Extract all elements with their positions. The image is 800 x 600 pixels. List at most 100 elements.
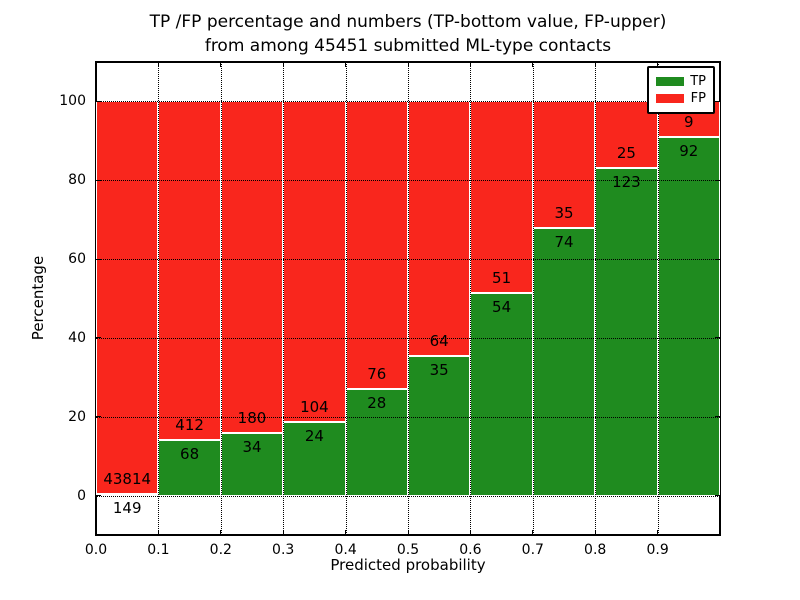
- bar-fp-segment: [283, 101, 346, 422]
- x-tick-label: 0.7: [521, 542, 544, 558]
- bar-label-tp: 34: [242, 437, 262, 456]
- bar-fp-segment: [345, 101, 408, 390]
- bar-fp-segment: [470, 101, 533, 293]
- bar-fp-segment: [158, 101, 221, 440]
- x-tick-top: [282, 62, 284, 67]
- x-tick-top: [407, 62, 409, 67]
- y-tick-right: [715, 337, 720, 339]
- gridline-vertical: [595, 62, 597, 535]
- x-tick-bottom: [157, 530, 159, 535]
- fp-legend-swatch: [656, 94, 684, 103]
- bar-label-tp: 92: [679, 141, 699, 160]
- y-tick-label: 20: [68, 408, 86, 425]
- bar-label-fp: 25: [616, 143, 636, 162]
- tp-legend-swatch: [656, 77, 684, 86]
- gridline-vertical: [532, 62, 534, 535]
- gridline-vertical: [470, 62, 472, 535]
- gridline-vertical: [657, 62, 659, 535]
- gridline-vertical: [345, 62, 347, 535]
- bar-label-tp: 24: [304, 426, 324, 445]
- x-tick-label: 0.9: [646, 542, 669, 558]
- bar-label-fp: 64: [429, 332, 449, 351]
- y-tick-right: [715, 179, 720, 181]
- x-tick-bottom: [657, 530, 659, 535]
- x-tick-top: [532, 62, 534, 67]
- x-tick-label: 0.6: [459, 542, 482, 558]
- gridline-vertical: [220, 62, 222, 535]
- x-tick-label: 0.3: [272, 542, 295, 558]
- tp-legend-label: TP: [690, 74, 706, 89]
- x-axis-label: Predicted probability: [330, 556, 486, 574]
- bar-label-fp: 51: [492, 268, 512, 287]
- bar-tp-segment: [595, 167, 658, 496]
- bar-label-tp: 28: [367, 394, 387, 413]
- x-tick-top: [220, 62, 222, 67]
- bar-tp-segment: [158, 439, 221, 496]
- bar-label-fp: 412: [175, 415, 204, 434]
- x-tick-bottom: [407, 530, 409, 535]
- gridline-vertical: [408, 62, 409, 535]
- x-tick-label: 0.0: [84, 542, 108, 558]
- bar-tp-segment: [532, 227, 596, 496]
- y-axis-label: Percentage: [29, 255, 47, 341]
- bar-fp-segment: [408, 101, 471, 357]
- x-tick-bottom: [282, 530, 284, 535]
- y-tick-label: 40: [68, 329, 86, 346]
- bar-tp-segment: [470, 292, 533, 496]
- chart-title-line2: from among 45451 submitted ML-type conta…: [204, 36, 612, 56]
- bar-label-tp: 35: [429, 361, 449, 380]
- y-tick-right: [715, 258, 720, 260]
- bar-label-tp: 54: [492, 297, 512, 316]
- bar-label-fp: 9: [684, 112, 694, 131]
- x-tick-top: [95, 62, 97, 67]
- y-tick-left: [96, 495, 101, 497]
- bar-tp-segment: [283, 421, 346, 496]
- y-tick-left: [96, 100, 101, 102]
- bar-label-tp: 74: [554, 232, 574, 251]
- x-tick-label: 0.8: [584, 542, 607, 558]
- y-tick-right: [715, 416, 720, 418]
- bar-fp-segment: [220, 101, 284, 433]
- bar-tp-segment: [657, 136, 720, 496]
- bar-tp-segment: [345, 389, 408, 496]
- y-tick-left: [96, 337, 101, 339]
- bar-label-fp: 76: [367, 365, 387, 384]
- bar-label-fp: 104: [300, 397, 329, 416]
- y-tick-label: 60: [68, 251, 86, 268]
- y-tick-label: 100: [59, 93, 86, 110]
- x-tick-top: [657, 62, 659, 67]
- legend-item-fp: FP: [656, 90, 706, 107]
- x-tick-top: [469, 62, 471, 67]
- legend-item-tp: TP: [656, 73, 706, 90]
- x-tick-bottom: [594, 530, 596, 535]
- gridline-vertical: [283, 62, 285, 535]
- y-tick-right: [715, 100, 720, 102]
- y-tick-left: [96, 416, 101, 418]
- x-tick-top: [594, 62, 596, 67]
- legend: TP FP: [647, 66, 715, 114]
- x-tick-label: 0.1: [147, 542, 170, 558]
- bar-fp-segment: [96, 101, 159, 495]
- x-tick-bottom: [532, 530, 534, 535]
- fp-legend-label: FP: [690, 91, 706, 106]
- gridline-vertical: [158, 62, 160, 535]
- y-tick-left: [96, 258, 101, 260]
- bar-label-tp: 68: [180, 444, 200, 463]
- bar-label-tp: 123: [612, 172, 641, 191]
- x-tick-label: 0.5: [396, 542, 420, 558]
- y-tick-right: [715, 495, 720, 497]
- y-tick-left: [96, 179, 101, 181]
- bar-label-fp: 35: [554, 203, 574, 222]
- plot-area: 43814 149 412 68 180 34 104 24 76 28 64 35 51 54 35 74 2…: [95, 61, 721, 536]
- bar-tp-segment: [220, 432, 284, 496]
- y-tick-label: 0: [77, 487, 86, 504]
- y-tick-label: 80: [68, 172, 86, 189]
- x-tick-label: 0.2: [209, 542, 232, 558]
- x-tick-bottom: [345, 530, 347, 535]
- x-tick-bottom: [95, 530, 97, 535]
- x-tick-bottom: [469, 530, 471, 535]
- chart-title-line1: TP /FP percentage and numbers (TP-bottom…: [149, 12, 667, 32]
- chart-title: TP /FP percentage and numbers (TP-bottom…: [150, 10, 667, 58]
- x-tick-label: 0.4: [334, 542, 357, 558]
